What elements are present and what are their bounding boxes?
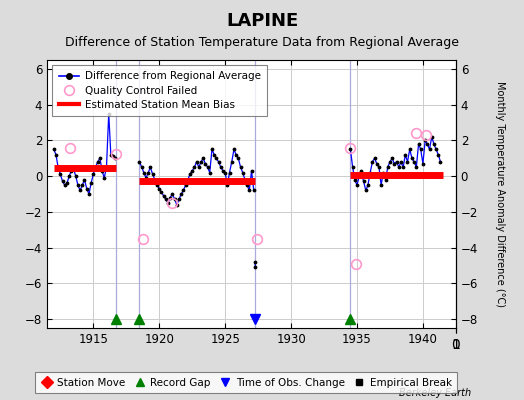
- Legend: Difference from Regional Average, Quality Control Failed, Estimated Station Mean: Difference from Regional Average, Qualit…: [52, 65, 267, 116]
- Text: Difference of Station Temperature Data from Regional Average: Difference of Station Temperature Data f…: [65, 36, 459, 49]
- Y-axis label: Monthly Temperature Anomaly Difference (°C): Monthly Temperature Anomaly Difference (…: [495, 81, 505, 307]
- Text: LAPINE: LAPINE: [226, 12, 298, 30]
- Legend: Station Move, Record Gap, Time of Obs. Change, Empirical Break: Station Move, Record Gap, Time of Obs. C…: [35, 372, 457, 393]
- Text: Berkeley Earth: Berkeley Earth: [399, 388, 472, 398]
